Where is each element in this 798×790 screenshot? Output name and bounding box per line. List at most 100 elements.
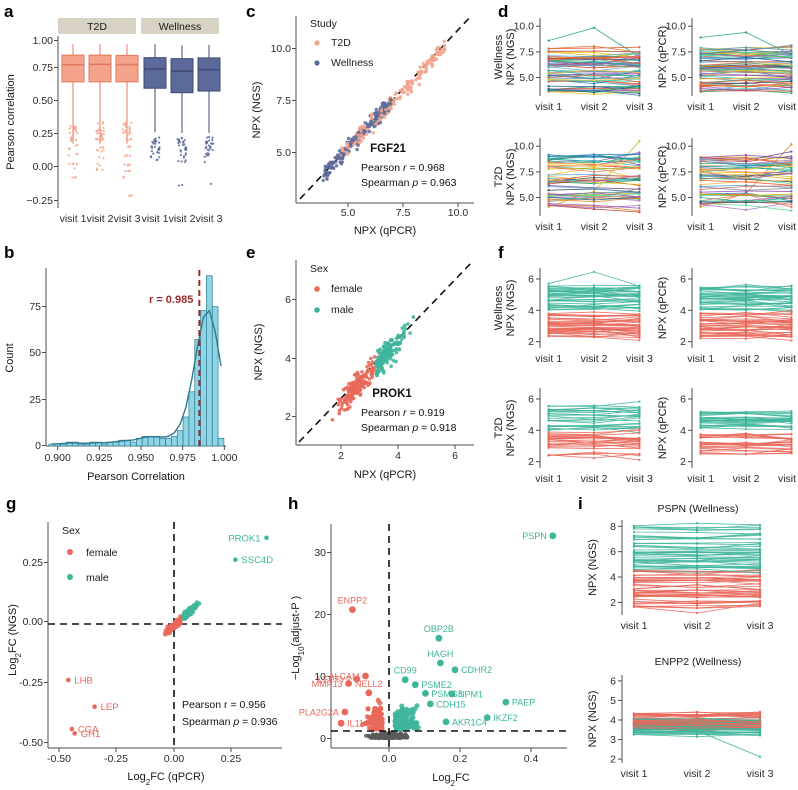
svg-text:4: 4 <box>528 425 534 437</box>
panel-c-xticks: 5.0 7.5 10.0 <box>341 203 469 219</box>
panel-e-yticks: 6 4 2 <box>285 294 296 423</box>
svg-text:visit 1: visit 1 <box>535 101 562 113</box>
svg-text:NPX (NGS): NPX (NGS) <box>505 400 517 457</box>
svg-text:6: 6 <box>610 546 616 558</box>
panel-e-pearson-stat: Pearson r = 0.919 <box>361 407 445 419</box>
svg-text:2: 2 <box>610 597 616 609</box>
gene-label: IL11 <box>347 719 364 729</box>
legend-swatch-wellness <box>314 60 320 66</box>
panel-label-h: h <box>288 494 299 513</box>
svg-text:visit 3: visit 3 <box>778 473 798 485</box>
svg-text:10.0: 10.0 <box>514 141 535 153</box>
svg-text:5: 5 <box>610 695 616 707</box>
panel-g-xticks: -0.50 -0.25 0.00 0.25 <box>47 748 241 765</box>
svg-text:7.5: 7.5 <box>671 166 686 178</box>
panel-h-axes: 0 10 20 30 −Log10(adjust-P ) 0.0 0.2 0.4… <box>290 524 567 788</box>
svg-text:visit 1: visit 1 <box>621 620 648 632</box>
panel-g-yticks: 0.25 0.00 -0.25 -0.50 <box>19 557 48 749</box>
gene-label: ENPP2 <box>338 596 368 606</box>
panel-e-xlabel: NPX (qPCR) <box>354 469 416 481</box>
panel-i-bottom-title: ENPP2 (Wellness) <box>655 656 742 668</box>
panel-d-subplot-wellness-ngs: 5.0 7.5 10.0 visit 1 visit 2 visit 3 NPX (NGS)… <box>493 18 653 113</box>
panel-b: 0 25 50 75 Count r = 0.985 0.900 0.925 0… <box>0 240 240 490</box>
gene-label: ALCAM <box>328 671 359 681</box>
svg-text:0: 0 <box>320 733 326 745</box>
svg-text:4: 4 <box>285 353 291 365</box>
svg-text:0: 0 <box>35 440 41 452</box>
panel-f-subplot-t2d-ngs: 2 4 6 visit 1 visit 2 visit 3 NPX (NGS)T2D <box>493 388 653 485</box>
legend-label-male: male <box>86 572 109 584</box>
panel-b-density-curve <box>51 309 222 445</box>
svg-text:visit 1: visit 1 <box>687 473 714 485</box>
svg-text:1.000: 1.000 <box>211 452 237 464</box>
gene-label: IKZF2 <box>493 713 518 723</box>
gene-label: PSME2 <box>421 680 452 690</box>
legend-label-wellness: Wellness <box>331 57 373 69</box>
panel-b-xtickmarks <box>57 446 225 450</box>
gene-label: NPM1 <box>458 689 483 699</box>
panel-d-subplot-wellness-qpcr: 5.0 7.5 10.0 visit 1 visit 2 visit 3 NPX (qPCR… <box>657 18 798 113</box>
svg-text:visit 1: visit 1 <box>535 473 562 485</box>
panel-f: 2 4 6 visit 1 visit 2 visit 3 NPX (NGS) Wellnes… <box>480 240 798 490</box>
panel-e-spearman-stat: Spearman p = 0.918 <box>361 422 457 434</box>
panel-label-e: e <box>246 243 256 262</box>
gene-label: GH1 <box>81 729 101 740</box>
panel-e-scatter-points <box>330 315 416 422</box>
gene-label: CD99 <box>394 666 417 676</box>
strip-t2d-bg <box>58 18 136 34</box>
svg-text:visit 3: visit 3 <box>626 101 653 113</box>
panel-a-svg: T2D Wellness −0.25 0.00 0.25 0.50 0.75 1… <box>5 18 223 225</box>
panel-b-xticks: 0.900 0.925 0.950 0.975 1.000 <box>45 452 238 464</box>
legend-swatch-female <box>314 286 320 292</box>
panel-label-i: i <box>578 494 583 513</box>
gene-label: OBP2B <box>424 624 454 634</box>
svg-text:0.925: 0.925 <box>86 452 112 464</box>
legend-swatch-female <box>67 549 73 555</box>
panel-g-pearson-stat: Pearson r = 0.956 <box>182 699 266 711</box>
legend-swatch-t2d <box>314 40 320 46</box>
svg-text:1.00: 1.00 <box>33 35 54 47</box>
svg-text:6: 6 <box>610 675 616 687</box>
svg-text:-0.50: -0.50 <box>47 753 71 765</box>
panel-b-svg: 0 25 50 75 Count r = 0.985 0.900 0.925 0… <box>4 268 238 483</box>
panel-a-yticks: −0.25 0.00 0.25 0.50 0.75 1.00 <box>26 35 58 207</box>
svg-text:10.0: 10.0 <box>271 43 292 55</box>
svg-text:0.00: 0.00 <box>33 161 54 173</box>
svg-text:visit 1: visit 1 <box>535 353 562 365</box>
strip-label-wellness: Wellness <box>159 21 201 33</box>
svg-text:6: 6 <box>528 273 534 285</box>
panel-c-spearman-stat: Spearman p = 0.963 <box>361 177 457 189</box>
svg-text:5.0: 5.0 <box>671 72 686 84</box>
svg-text:visit 2: visit 2 <box>581 473 608 485</box>
gene-label: PAEP <box>512 698 535 708</box>
svg-text:-0.25: -0.25 <box>19 677 43 689</box>
panel-e-legend-title: Sex <box>310 263 329 275</box>
svg-text:0.00: 0.00 <box>23 616 44 628</box>
panel-f-subplot-t2d-qpcr: 2 4 6 visit 1 visit 2 visit 3 NPX (qPCR) <box>657 388 798 485</box>
panel-g-ylabel: Log2FC (NGS) <box>7 604 23 676</box>
svg-text:10.0: 10.0 <box>666 21 687 33</box>
panel-b-yticks: 0 25 50 75 <box>29 301 46 452</box>
panel-f-subplot-wellness-qpcr: 2 4 6 visit 1 visit 2 visit 3 NPX (qPCR) <box>657 268 798 365</box>
svg-text:visit 3: visit 3 <box>778 221 798 233</box>
svg-text:5.0: 5.0 <box>519 192 534 204</box>
gene-label: SSC4D <box>241 555 273 566</box>
gene-label: NELL2 <box>355 679 383 689</box>
panel-h-volcano-points <box>360 697 421 740</box>
panel-e-ylabel: NPX (NGS) <box>253 324 265 381</box>
svg-text:5.0: 5.0 <box>341 207 356 219</box>
svg-text:visit 2: visit 2 <box>733 353 760 365</box>
svg-text:2: 2 <box>610 754 616 766</box>
svg-text:75: 75 <box>29 301 41 313</box>
svg-text:0.50: 0.50 <box>33 95 54 107</box>
svg-text:Wellness: Wellness <box>493 34 505 79</box>
svg-text:visit 1: visit 1 <box>60 213 87 225</box>
panel-a-axes: −0.25 0.00 0.25 0.50 0.75 1.00 Pearson c… <box>5 35 59 208</box>
gene-label: LEP <box>101 702 119 713</box>
svg-text:10.0: 10.0 <box>666 141 687 153</box>
svg-text:4: 4 <box>610 572 616 584</box>
svg-text:10.0: 10.0 <box>448 207 469 219</box>
legend-label-female: female <box>331 283 363 295</box>
gene-label: HAGH <box>427 649 453 659</box>
